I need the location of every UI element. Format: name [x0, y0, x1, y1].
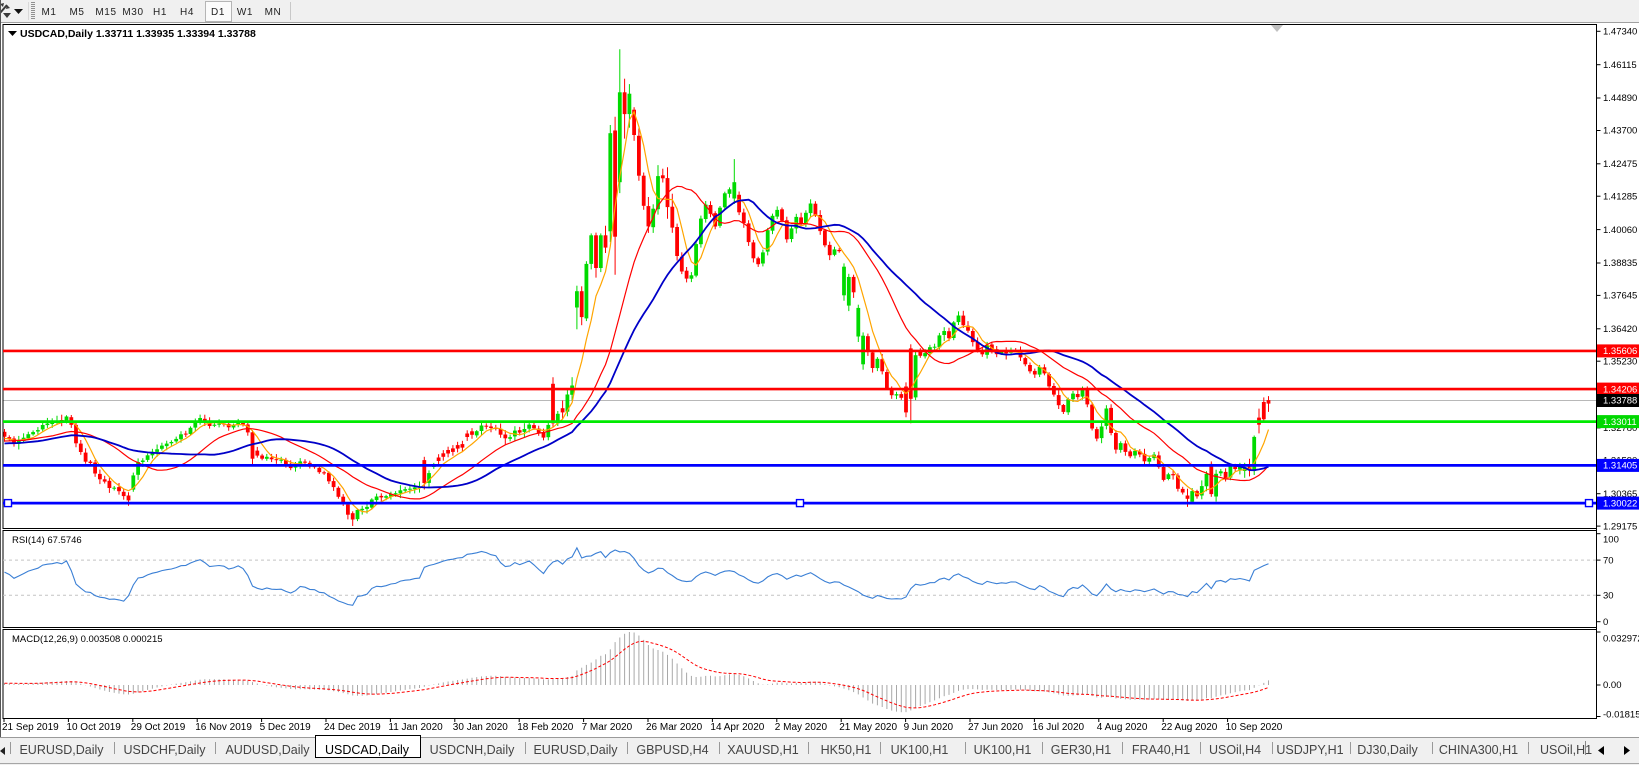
svg-text:M5: M5 [69, 7, 84, 18]
svg-text:USDCAD,Daily: USDCAD,Daily [325, 743, 410, 757]
svg-text:HK50,H1: HK50,H1 [821, 743, 872, 757]
svg-text:FRA40,H1: FRA40,H1 [1132, 743, 1190, 757]
svg-text:EURUSD,Daily: EURUSD,Daily [19, 743, 104, 757]
svg-text:1.40060: 1.40060 [1603, 225, 1637, 236]
svg-text:MN: MN [265, 7, 282, 18]
svg-text:10 Oct 2019: 10 Oct 2019 [66, 722, 121, 733]
svg-text:AUDUSD,Daily: AUDUSD,Daily [225, 743, 310, 757]
svg-text:0.032972: 0.032972 [1603, 634, 1639, 645]
svg-text:1.35230: 1.35230 [1603, 356, 1637, 367]
svg-text:29 Oct 2019: 29 Oct 2019 [131, 722, 186, 733]
svg-text:USOil,H1: USOil,H1 [1540, 743, 1592, 757]
svg-text:24 Dec 2019: 24 Dec 2019 [324, 722, 381, 733]
svg-text:1.38835: 1.38835 [1603, 258, 1637, 269]
svg-text:1.30022: 1.30022 [1603, 498, 1637, 509]
svg-text:USOil,H4: USOil,H4 [1209, 743, 1261, 757]
svg-text:XAUUSD,H1: XAUUSD,H1 [727, 743, 799, 757]
svg-text:9 Jun 2020: 9 Jun 2020 [904, 722, 954, 733]
svg-text:16 Jul 2020: 16 Jul 2020 [1032, 722, 1084, 733]
svg-text:70: 70 [1603, 555, 1614, 566]
svg-text:2 May 2020: 2 May 2020 [775, 722, 828, 733]
svg-text:10 Sep 2020: 10 Sep 2020 [1226, 722, 1283, 733]
svg-text:-0.018154: -0.018154 [1603, 710, 1639, 721]
svg-text:18 Feb 2020: 18 Feb 2020 [517, 722, 574, 733]
svg-text:UK100,H1: UK100,H1 [891, 743, 949, 757]
svg-text:M30: M30 [122, 7, 143, 18]
svg-text:27 Jun 2020: 27 Jun 2020 [968, 722, 1023, 733]
svg-text:14 Apr 2020: 14 Apr 2020 [710, 722, 764, 733]
svg-text:USDCAD,Daily 1.33711 1.33935: USDCAD,Daily 1.33711 1.33935 1.33394 1.3… [20, 28, 256, 40]
svg-text:21 May 2020: 21 May 2020 [839, 722, 897, 733]
svg-text:1.30365: 1.30365 [1603, 489, 1637, 500]
svg-text:USDCHF,Daily: USDCHF,Daily [124, 743, 207, 757]
svg-text:1.33011: 1.33011 [1603, 417, 1637, 428]
svg-text:UK100,H1: UK100,H1 [974, 743, 1032, 757]
svg-text:1.47340: 1.47340 [1603, 27, 1637, 38]
svg-text:W1: W1 [237, 7, 253, 18]
svg-text:H4: H4 [180, 7, 194, 18]
svg-text:GBPUSD,H4: GBPUSD,H4 [636, 743, 708, 757]
svg-text:5 Dec 2019: 5 Dec 2019 [260, 722, 312, 733]
svg-text:30: 30 [1603, 591, 1614, 602]
svg-text:USDCNH,Daily: USDCNH,Daily [430, 743, 515, 757]
svg-text:22 Aug 2020: 22 Aug 2020 [1161, 722, 1218, 733]
svg-text:H1: H1 [153, 7, 167, 18]
svg-text:GER30,H1: GER30,H1 [1051, 743, 1111, 757]
svg-text:1.35606: 1.35606 [1603, 346, 1637, 357]
svg-text:26 Mar 2020: 26 Mar 2020 [646, 722, 703, 733]
svg-text:1.29175: 1.29175 [1603, 521, 1637, 532]
svg-text:1.43700: 1.43700 [1603, 126, 1637, 137]
svg-text:21 Sep 2019: 21 Sep 2019 [2, 722, 59, 733]
svg-text:16 Nov 2019: 16 Nov 2019 [195, 722, 252, 733]
svg-text:100: 100 [1603, 535, 1619, 546]
svg-text:0: 0 [1603, 617, 1608, 628]
svg-text:11 Jan 2020: 11 Jan 2020 [388, 722, 443, 733]
svg-text:1.42475: 1.42475 [1603, 159, 1637, 170]
svg-text:M1: M1 [41, 7, 56, 18]
svg-text:4 Aug 2020: 4 Aug 2020 [1097, 722, 1148, 733]
svg-text:0.00: 0.00 [1603, 680, 1622, 691]
svg-text:M15: M15 [95, 7, 116, 18]
svg-text:1.36420: 1.36420 [1603, 324, 1637, 335]
svg-text:MACD(12,26,9) 0.003508 0.00021: MACD(12,26,9) 0.003508 0.000215 [12, 634, 163, 645]
svg-text:1.46115: 1.46115 [1603, 60, 1637, 71]
svg-text:D1: D1 [211, 7, 225, 18]
svg-text:1.32780: 1.32780 [1603, 423, 1637, 434]
svg-text:1.41285: 1.41285 [1603, 191, 1637, 202]
svg-text:DJ30,Daily: DJ30,Daily [1357, 743, 1418, 757]
svg-text:30 Jan 2020: 30 Jan 2020 [453, 722, 508, 733]
svg-text:USDJPY,H1: USDJPY,H1 [1276, 743, 1343, 757]
svg-text:RSI(14) 67.5746: RSI(14) 67.5746 [12, 535, 82, 546]
svg-text:1.37645: 1.37645 [1603, 291, 1637, 302]
svg-text:1.44890: 1.44890 [1603, 93, 1637, 104]
svg-text:7 Mar 2020: 7 Mar 2020 [582, 722, 633, 733]
svg-text:1.34206: 1.34206 [1603, 384, 1637, 395]
svg-text:1.33788: 1.33788 [1603, 396, 1637, 407]
svg-text:CHINA300,H1: CHINA300,H1 [1439, 743, 1518, 757]
svg-text:1.31405: 1.31405 [1603, 461, 1637, 472]
svg-text:EURUSD,Daily: EURUSD,Daily [533, 743, 618, 757]
